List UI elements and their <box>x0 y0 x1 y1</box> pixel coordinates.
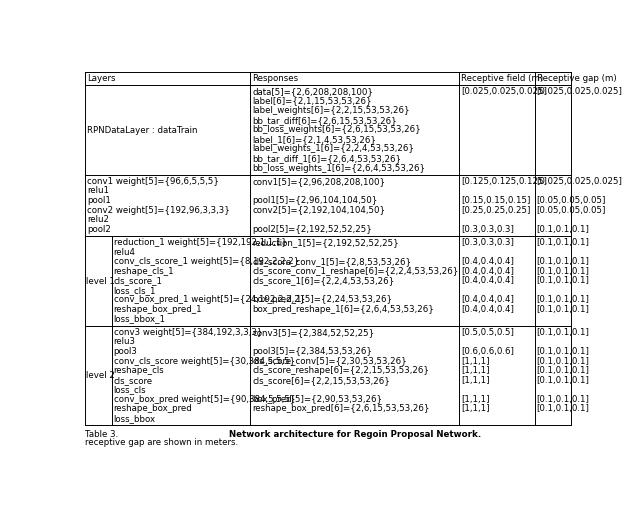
Text: [1,1,1]: [1,1,1] <box>461 357 490 365</box>
Text: label_weights[6]={2,2,15,53,53,26}: label_weights[6]={2,2,15,53,53,26} <box>252 106 410 115</box>
Text: reshape_box_pred: reshape_box_pred <box>114 405 193 413</box>
Text: [0.15,0.15,0.15]: [0.15,0.15,0.15] <box>461 196 531 205</box>
Text: Responses: Responses <box>252 74 298 83</box>
Text: bb_loss_weights[6]={2,6,15,53,53,26}: bb_loss_weights[6]={2,6,15,53,53,26} <box>252 125 421 134</box>
Text: loss_cls: loss_cls <box>114 385 147 394</box>
Text: [0.4,0.4,0.4]: [0.4,0.4,0.4] <box>461 267 514 276</box>
Text: [0.025,0.025,0.025]: [0.025,0.025,0.025] <box>536 177 623 186</box>
Text: [1,1,1]: [1,1,1] <box>461 405 490 413</box>
Text: pool1[5]={2,96,104,104,50}: pool1[5]={2,96,104,104,50} <box>252 196 378 205</box>
Text: box_pred[5]={2,90,53,53,26}: box_pred[5]={2,90,53,53,26} <box>252 395 382 404</box>
Text: [0.1,0.1,0.1]: [0.1,0.1,0.1] <box>536 224 589 234</box>
Text: conv_cls_score weight[5]={30,384,5,5,5}: conv_cls_score weight[5]={30,384,5,5,5} <box>114 357 295 365</box>
Text: [0.1,0.1,0.1]: [0.1,0.1,0.1] <box>536 267 589 276</box>
Text: [0.125,0.125,0.125]: [0.125,0.125,0.125] <box>461 177 547 186</box>
Text: loss_bbox: loss_bbox <box>114 414 156 423</box>
Text: label_weights_1[6]={2,2,4,53,53,26}: label_weights_1[6]={2,2,4,53,53,26} <box>252 144 414 153</box>
Text: [0.5,0.5,0.5]: [0.5,0.5,0.5] <box>461 328 514 337</box>
Text: [0.1,0.1,0.1]: [0.1,0.1,0.1] <box>536 328 589 337</box>
Text: loss_cls_1: loss_cls_1 <box>114 286 156 295</box>
Text: relu4: relu4 <box>114 248 136 256</box>
Text: [0.4,0.4,0.4]: [0.4,0.4,0.4] <box>461 276 514 285</box>
Text: reshape_box_pred_1: reshape_box_pred_1 <box>114 305 202 314</box>
Text: [0.1,0.1,0.1]: [0.1,0.1,0.1] <box>536 366 589 375</box>
Text: [0.05,0.05,0.05]: [0.05,0.05,0.05] <box>536 205 606 215</box>
Text: [0.6,0.6,0.6]: [0.6,0.6,0.6] <box>461 347 514 356</box>
Text: receptive gap are shown in meters.: receptive gap are shown in meters. <box>85 439 238 447</box>
Text: [0.1,0.1,0.1]: [0.1,0.1,0.1] <box>536 257 589 266</box>
Text: level 1: level 1 <box>86 277 115 285</box>
Text: relu1: relu1 <box>87 186 109 196</box>
Text: conv_box_pred weight[5]={90,384,5,5,5}: conv_box_pred weight[5]={90,384,5,5,5} <box>114 395 295 404</box>
Text: reshape_cls: reshape_cls <box>114 366 164 375</box>
Text: [0.4,0.4,0.4]: [0.4,0.4,0.4] <box>461 257 514 266</box>
Text: cls_score[6]={2,2,15,53,53,26}: cls_score[6]={2,2,15,53,53,26} <box>252 376 390 385</box>
Text: conv1 weight[5]={96,6,5,5,5}: conv1 weight[5]={96,6,5,5,5} <box>87 177 219 186</box>
Text: conv_cls_score_1 weight[5]={8,192,2,2,2}: conv_cls_score_1 weight[5]={8,192,2,2,2} <box>114 257 299 266</box>
Text: [0.05,0.05,0.05]: [0.05,0.05,0.05] <box>536 196 606 205</box>
Text: [0.4,0.4,0.4]: [0.4,0.4,0.4] <box>461 305 514 314</box>
Text: reduction_1[5]={2,192,52,52,25}: reduction_1[5]={2,192,52,52,25} <box>252 238 399 247</box>
Text: [0.1,0.1,0.1]: [0.1,0.1,0.1] <box>536 305 589 314</box>
Text: [0.1,0.1,0.1]: [0.1,0.1,0.1] <box>536 395 589 404</box>
Text: level 2: level 2 <box>86 371 115 380</box>
Text: loss_bbox_1: loss_bbox_1 <box>114 315 166 324</box>
Text: relu3: relu3 <box>114 337 136 346</box>
Text: box_pred_1[5]={2,24,53,53,26}: box_pred_1[5]={2,24,53,53,26} <box>252 296 392 304</box>
Text: RPNDataLayer : dataTrain: RPNDataLayer : dataTrain <box>87 125 197 135</box>
Text: Receptive field (m): Receptive field (m) <box>461 74 543 83</box>
Text: label[6]={2,1,15,53,53,26}: label[6]={2,1,15,53,53,26} <box>252 96 372 105</box>
Text: data[5]={2,6,208,208,100}: data[5]={2,6,208,208,100} <box>252 87 373 96</box>
Text: [0.1,0.1,0.1]: [0.1,0.1,0.1] <box>536 376 589 385</box>
Text: conv2 weight[5]={192,96,3,3,3}: conv2 weight[5]={192,96,3,3,3} <box>87 205 230 215</box>
Text: Receptive gap (m): Receptive gap (m) <box>536 74 616 83</box>
Text: bb_tar_diff_1[6]={2,6,4,53,53,26}: bb_tar_diff_1[6]={2,6,4,53,53,26} <box>252 154 401 163</box>
Text: conv3 weight[5]={384,192,3,3,3}: conv3 weight[5]={384,192,3,3,3} <box>114 328 262 337</box>
Text: conv3[5]={2,384,52,52,25}: conv3[5]={2,384,52,52,25} <box>252 328 374 337</box>
Text: reshape_cls_1: reshape_cls_1 <box>114 267 174 276</box>
Text: cls_score_1[6]={2,2,4,53,53,26}: cls_score_1[6]={2,2,4,53,53,26} <box>252 276 394 285</box>
Text: [0.025,0.025,0.025]: [0.025,0.025,0.025] <box>461 87 547 96</box>
Text: [0.1,0.1,0.1]: [0.1,0.1,0.1] <box>536 276 589 285</box>
Text: conv1[5]={2,96,208,208,100}: conv1[5]={2,96,208,208,100} <box>252 177 385 186</box>
Text: label_1[6]={2,1,4,53,53,26}: label_1[6]={2,1,4,53,53,26} <box>252 135 376 144</box>
Text: cls_score_conv[5]={2,30,53,53,26}: cls_score_conv[5]={2,30,53,53,26} <box>252 357 407 365</box>
Text: pool2[5]={2,192,52,52,25}: pool2[5]={2,192,52,52,25} <box>252 224 372 234</box>
Text: [0.3,0.3,0.3]: [0.3,0.3,0.3] <box>461 238 514 247</box>
Text: Network architecture for Regoin Proposal Network.: Network architecture for Regoin Proposal… <box>229 430 481 439</box>
Text: cls_score_conv_1[5]={2,8,53,53,26}: cls_score_conv_1[5]={2,8,53,53,26} <box>252 257 412 266</box>
Text: reduction_1 weight[5]={192,192,1,1,1}: reduction_1 weight[5]={192,192,1,1,1} <box>114 238 287 247</box>
Text: [0.3,0.3,0.3]: [0.3,0.3,0.3] <box>461 224 514 234</box>
Text: bb_loss_weights_1[6]={2,6,4,53,53,26}: bb_loss_weights_1[6]={2,6,4,53,53,26} <box>252 164 426 172</box>
Text: Layers: Layers <box>87 74 115 83</box>
Text: [0.1,0.1,0.1]: [0.1,0.1,0.1] <box>536 347 589 356</box>
Text: cls_score_1: cls_score_1 <box>114 276 163 285</box>
Text: bb_tar_diff[6]={2,6,15,53,53,26}: bb_tar_diff[6]={2,6,15,53,53,26} <box>252 116 397 125</box>
Text: pool3[5]={2,384,53,53,26}: pool3[5]={2,384,53,53,26} <box>252 347 372 356</box>
Text: box_pred_reshape_1[6]={2,6,4,53,53,26}: box_pred_reshape_1[6]={2,6,4,53,53,26} <box>252 305 434 314</box>
Text: [1,1,1]: [1,1,1] <box>461 395 490 404</box>
Text: cls_score_reshape[6]={2,2,15,53,53,26}: cls_score_reshape[6]={2,2,15,53,53,26} <box>252 366 429 375</box>
Text: reshape_box_pred[6]={2,6,15,53,53,26}: reshape_box_pred[6]={2,6,15,53,53,26} <box>252 405 429 413</box>
Text: Table 3.: Table 3. <box>85 430 121 439</box>
Text: pool1: pool1 <box>87 196 111 205</box>
Text: cls_score: cls_score <box>114 376 153 385</box>
Text: relu2: relu2 <box>87 215 109 224</box>
Text: [0.025,0.025,0.025]: [0.025,0.025,0.025] <box>536 87 623 96</box>
Text: conv_box_pred_1 weight[5]={24,192,2,2,2}: conv_box_pred_1 weight[5]={24,192,2,2,2} <box>114 296 305 304</box>
Text: cls_score_conv_1_reshape[6]={2,2,4,53,53,26}: cls_score_conv_1_reshape[6]={2,2,4,53,53… <box>252 267 458 276</box>
Text: [0.25,0.25,0.25]: [0.25,0.25,0.25] <box>461 205 531 215</box>
Text: conv2[5]={2,192,104,104,50}: conv2[5]={2,192,104,104,50} <box>252 205 385 215</box>
Text: [0.1,0.1,0.1]: [0.1,0.1,0.1] <box>536 296 589 304</box>
Text: [1,1,1]: [1,1,1] <box>461 366 490 375</box>
Text: [0.1,0.1,0.1]: [0.1,0.1,0.1] <box>536 238 589 247</box>
Text: [0.1,0.1,0.1]: [0.1,0.1,0.1] <box>536 405 589 413</box>
Text: [0.4,0.4,0.4]: [0.4,0.4,0.4] <box>461 296 514 304</box>
Text: pool2: pool2 <box>87 224 111 234</box>
Text: pool3: pool3 <box>114 347 138 356</box>
Text: [0.1,0.1,0.1]: [0.1,0.1,0.1] <box>536 357 589 365</box>
Text: [1,1,1]: [1,1,1] <box>461 376 490 385</box>
